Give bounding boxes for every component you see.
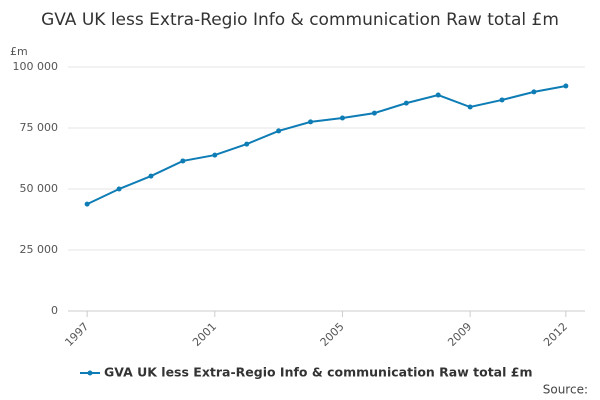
point — [467, 104, 473, 110]
point — [212, 152, 218, 158]
legend-label: GVA UK less Extra-Regio Info & communica… — [104, 365, 532, 380]
y-tick-label: 0 — [51, 304, 58, 317]
point — [563, 83, 569, 89]
x-tick-label: 1997 — [62, 320, 91, 349]
chart-title: GVA UK less Extra-Regio Info & communica… — [41, 10, 559, 30]
y-tick-label: 100 000 — [13, 60, 59, 73]
point — [403, 100, 409, 106]
y-tick-label: 50 000 — [20, 182, 59, 195]
point — [116, 186, 122, 192]
point — [435, 92, 441, 98]
point — [148, 173, 154, 179]
point — [276, 128, 282, 134]
source: Source: — [543, 383, 588, 397]
x-tick-label: 2001 — [190, 320, 219, 349]
x-tick-label: 2012 — [541, 320, 570, 349]
point — [244, 141, 250, 147]
y-axis-label: £m — [10, 45, 28, 58]
point — [371, 110, 377, 116]
point — [339, 115, 345, 121]
y-tick-label: 75 000 — [20, 121, 59, 134]
point — [531, 89, 537, 95]
point — [308, 119, 314, 125]
line — [86, 85, 567, 206]
x-tick-label: 2009 — [445, 320, 474, 349]
legend-marker — [87, 370, 93, 376]
x-tick-label: 2005 — [318, 320, 347, 349]
point — [84, 201, 90, 207]
point — [499, 97, 505, 103]
y-tick-label: 25 000 — [20, 243, 59, 256]
point — [180, 158, 186, 164]
